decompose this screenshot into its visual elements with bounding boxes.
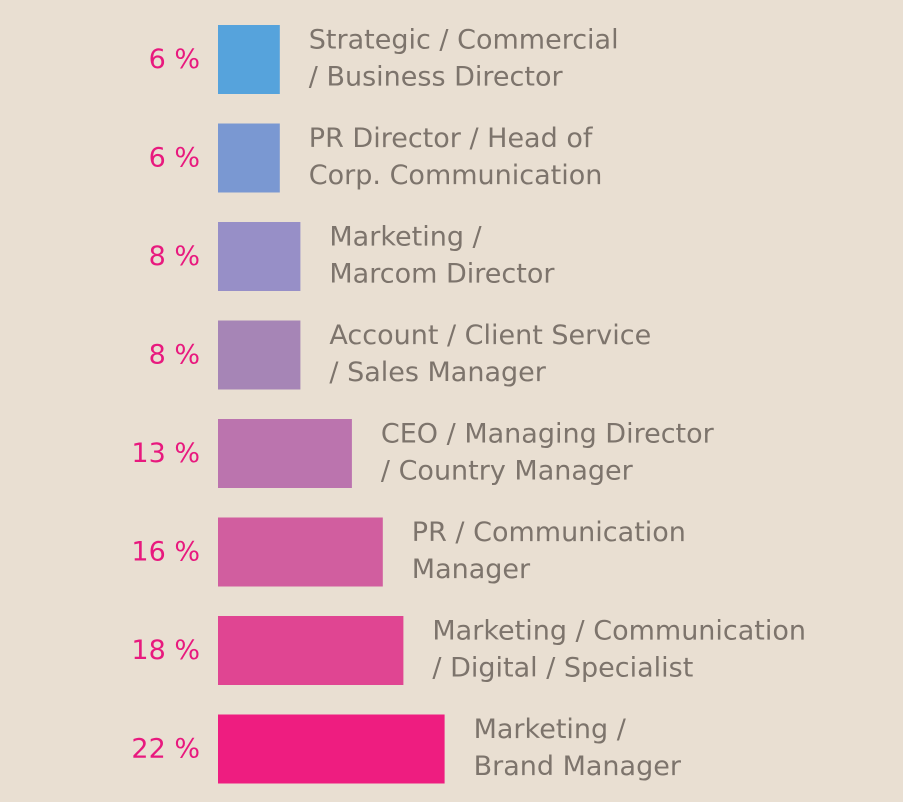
category-label: Marketing / Communication — [432, 616, 806, 647]
bar — [218, 616, 404, 685]
category-label: Marketing / — [474, 714, 627, 745]
category-label: Corp. Communication — [309, 160, 603, 191]
category-label: / Digital / Specialist — [432, 653, 693, 684]
bar — [218, 222, 301, 291]
bar — [218, 714, 445, 784]
category-label: Account / Client Service — [329, 320, 651, 351]
value-label: 6 % — [149, 44, 200, 75]
category-label: Marcom Director — [329, 259, 555, 290]
category-label: Brand Manager — [474, 751, 682, 782]
category-label: Manager — [412, 554, 531, 585]
bar — [218, 419, 352, 488]
category-label: Marketing / — [329, 222, 482, 253]
value-label: 16 % — [131, 537, 200, 568]
category-label: / Business Director — [309, 62, 564, 93]
bar — [218, 25, 280, 94]
bar — [218, 517, 383, 587]
bar — [218, 320, 301, 390]
value-label: 18 % — [131, 635, 200, 666]
bar — [218, 123, 280, 193]
value-label: 8 % — [149, 340, 200, 371]
category-label: PR Director / Head of — [309, 123, 594, 154]
value-label: 6 % — [149, 143, 200, 174]
category-label: Strategic / Commercial — [309, 25, 619, 56]
value-label: 22 % — [131, 734, 200, 765]
category-label: / Sales Manager — [329, 357, 546, 388]
category-label: CEO / Managing Director — [381, 419, 715, 450]
value-label: 13 % — [131, 438, 200, 469]
category-label: / Country Manager — [381, 456, 634, 487]
category-label: PR / Communication — [412, 517, 686, 548]
value-label: 8 % — [149, 241, 200, 272]
